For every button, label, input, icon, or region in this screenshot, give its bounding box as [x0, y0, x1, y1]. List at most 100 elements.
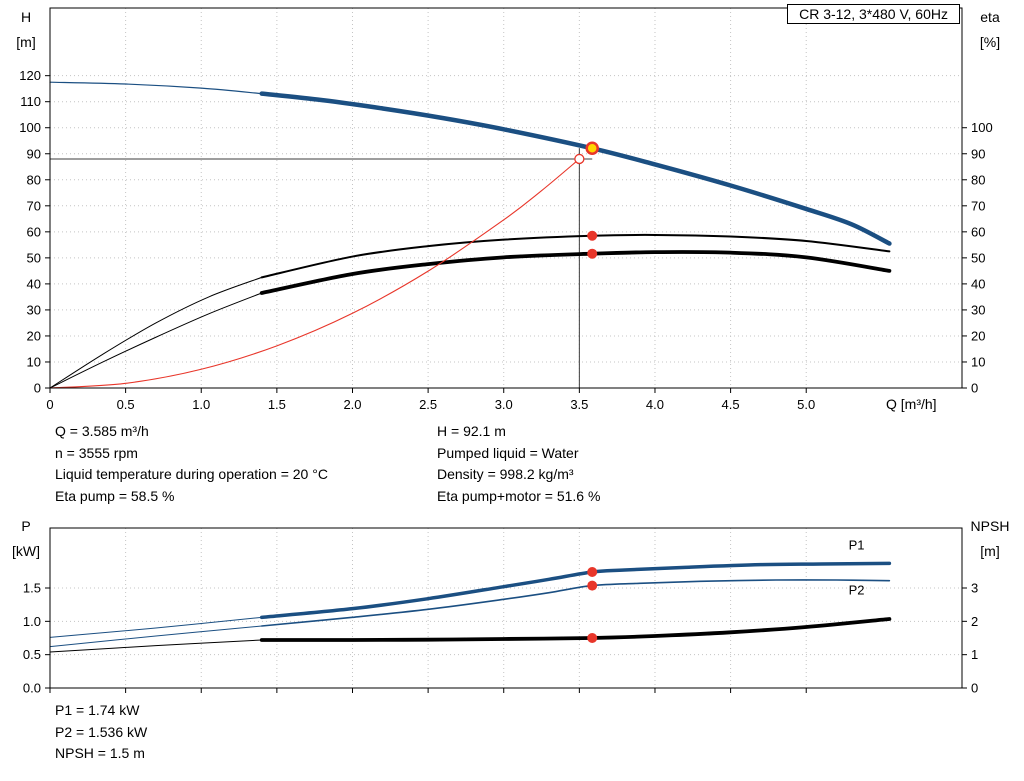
system-resistance-curve — [49, 158, 580, 389]
qh-eta-x-tick-label: 3.0 — [495, 397, 513, 412]
result-eta-pump-motor: Eta pump+motor = 51.6 % — [437, 487, 601, 504]
npsh-point-marker — [587, 633, 598, 643]
p-axis-unit: [kW] — [12, 543, 40, 559]
qh-eta-yleft-tick-label: 0 — [34, 381, 41, 396]
power-npsh-yright-tick-label: 0 — [971, 681, 978, 696]
rated-point-marker — [574, 153, 585, 165]
power-npsh-yleft-tick-label: 1.5 — [23, 581, 41, 596]
qh-eta-yright-tick-label: 100 — [971, 120, 993, 135]
h-axis-title: H [m] — [4, 5, 48, 55]
npsh-axis-title: NPSH [m] — [958, 514, 1022, 564]
power-npsh-yleft-tick-label: 0.5 — [23, 647, 41, 662]
power-info-column: P1 = 1.74 kW P2 = 1.536 kW NPSH = 1.5 m — [55, 700, 147, 765]
power-npsh-yright-tick-label: 2 — [971, 614, 978, 629]
duty-info-right-column: H = 92.1 m Pumped liquid = Water Density… — [437, 421, 600, 507]
p-axis-symbol: P — [21, 518, 31, 534]
qh-eta-yleft-tick-label: 80 — [27, 172, 41, 187]
qh-eta-axes: 0 0.5 1.0 1.5 2.0 2.5 3.0 3.5 4.0 4.5 5.0 0 10 20 30 40… — [19, 68, 992, 412]
pump-model-label: CR 3-12, 3*480 V, 60Hz — [799, 6, 948, 22]
qh-eta-yleft-tick-label: 30 — [27, 302, 41, 317]
result-density: Density = 998.2 kg/m³ — [437, 466, 574, 482]
h-axis-symbol: H — [20, 9, 32, 25]
result-eta-pump: Eta pump = 58.5 % — [55, 487, 175, 504]
qh-eta-x-tick-label: 2.0 — [343, 397, 361, 412]
qh-eta-x-tick-label: 3.5 — [570, 397, 588, 412]
head-curve-leadin — [49, 81, 263, 95]
power-npsh-yleft-tick-label: 1.0 — [23, 614, 41, 629]
power-npsh-yleft-tick-label: 0.0 — [23, 681, 41, 696]
qh-eta-yright-tick-label: 80 — [971, 172, 985, 187]
eta-pump-curve-leadin — [49, 276, 263, 389]
p1-curve-leadin — [49, 616, 263, 638]
p-axis-title: P [kW] — [4, 514, 48, 564]
eta-pump-motor-curve — [259, 250, 892, 295]
qh-eta-x-tick-label: 1.5 — [268, 397, 286, 412]
npsh-axis-symbol: NPSH — [970, 518, 1010, 534]
qh-eta-yright-tick-label: 70 — [971, 198, 985, 213]
p2-curve — [260, 579, 891, 627]
qh-eta-markers — [574, 141, 599, 259]
power-npsh-markers — [587, 567, 598, 643]
p1-point-marker — [587, 567, 598, 577]
qh-eta-x-tick-label: 4.0 — [646, 397, 664, 412]
duty-crosshair — [50, 148, 593, 388]
result-liquid-temperature: Liquid temperature during operation = 20… — [55, 466, 328, 482]
qh-eta-yright-tick-label: 60 — [971, 224, 985, 239]
qh-eta-yright-tick-label: 50 — [971, 250, 985, 265]
eta-pump-motor-point-marker — [587, 248, 598, 259]
qh-eta-x-tick-label: 4.5 — [722, 397, 740, 412]
qh-eta-plot: 0 0.5 1.0 1.5 2.0 2.5 3.0 3.5 4.0 4.5 5.0 0 10 20 30 40… — [19, 7, 993, 412]
qh-eta-yleft-tick-label: 50 — [27, 250, 41, 265]
power-npsh-yright-tick-label: 3 — [971, 581, 978, 596]
power-npsh-plot: 0.0 0.5 1.0 1.5 0 1 2 3 P1 P2 — [23, 527, 978, 696]
qh-eta-yleft-tick-label: 40 — [27, 276, 41, 291]
qh-eta-x-tick-label: 0.5 — [117, 397, 135, 412]
power-npsh-axes: 0.0 0.5 1.0 1.5 0 1 2 3 — [23, 581, 978, 696]
eta-pump-point-marker — [587, 230, 598, 241]
qh-eta-frame — [49, 7, 963, 389]
power-npsh-frame — [49, 527, 963, 689]
qh-eta-yleft-tick-label: 90 — [27, 146, 41, 161]
power-npsh-grid — [50, 528, 962, 688]
eta-axis-symbol: eta — [980, 9, 1000, 25]
qh-eta-grid — [50, 8, 962, 388]
npsh-axis-unit: [m] — [980, 543, 1000, 559]
npsh-curve-leadin — [49, 639, 263, 653]
power-npsh-yright-tick-label: 1 — [971, 647, 978, 662]
qh-eta-yright-tick-label: 10 — [971, 354, 985, 369]
eta-axis-unit: [%] — [979, 34, 1001, 50]
qh-eta-x-tick-label: 5.0 — [797, 397, 815, 412]
qh-eta-yright-tick-label: 20 — [971, 328, 985, 343]
qh-eta-yleft-tick-label: 10 — [27, 354, 41, 369]
head-curve — [259, 91, 892, 246]
result-p1: P1 = 1.74 kW — [55, 702, 140, 718]
q-axis-title: Q [m³/h] — [886, 396, 937, 412]
p2-curve-leadin — [49, 625, 263, 648]
p1-curve — [259, 561, 892, 620]
result-h: H = 92.1 m — [437, 423, 506, 439]
npsh-curve — [259, 617, 892, 642]
p1-curve-label: P1 — [849, 537, 865, 552]
result-q: Q = 3.585 m³/h — [55, 423, 149, 439]
p2-point-marker — [587, 580, 598, 591]
qh-eta-yright-tick-label: 0 — [971, 381, 978, 396]
duty-point-marker[interactable] — [585, 141, 599, 156]
qh-eta-yleft-tick-label: 60 — [27, 224, 41, 239]
qh-eta-x-tick-label: 1.0 — [192, 397, 210, 412]
result-n: n = 3555 rpm — [55, 444, 138, 461]
qh-eta-yright-tick-label: 30 — [971, 302, 985, 317]
qh-eta-yleft-tick-label: 110 — [20, 94, 41, 109]
h-axis-unit: [m] — [16, 34, 36, 50]
eta-pump-motor-curve-leadin — [49, 292, 263, 389]
duty-info-left-column: Q = 3.585 m³/h n = 3555 rpm Liquid tempe… — [55, 421, 328, 507]
qh-eta-yleft-tick-label: 120 — [19, 68, 41, 83]
qh-eta-x-tick-label: 2.5 — [419, 397, 437, 412]
qh-eta-yright-tick-label: 90 — [971, 146, 985, 161]
p2-curve-label: P2 — [849, 583, 865, 598]
result-npsh: NPSH = 1.5 m — [55, 745, 145, 761]
qh-eta-yleft-tick-label: 20 — [27, 328, 41, 343]
pump-model-box: CR 3-12, 3*480 V, 60Hz — [787, 4, 960, 24]
qh-eta-yleft-tick-label: 100 — [19, 120, 41, 135]
eta-axis-title: eta [%] — [964, 5, 1016, 55]
